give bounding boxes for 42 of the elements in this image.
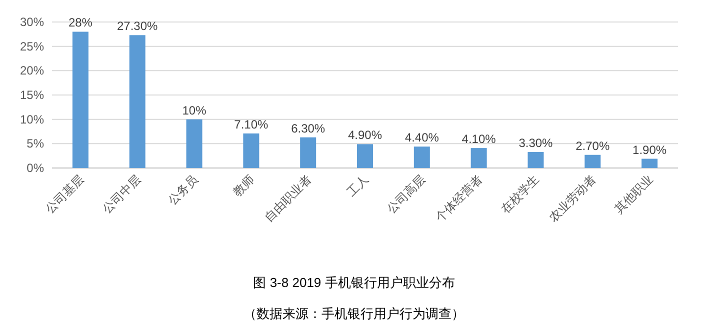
bar (357, 144, 373, 168)
data-label: 4.40% (404, 130, 440, 145)
text: 图 3-8 2019 手机银行用户职业分布 (253, 275, 455, 290)
x-tick-label: 其他职业 (612, 172, 656, 216)
bar (528, 152, 544, 168)
x-tick-label: 公司中层 (100, 172, 144, 216)
x-tick-label: 工人 (344, 172, 372, 200)
bar (186, 119, 202, 168)
data-label: 28% (68, 16, 93, 30)
bar (72, 32, 88, 168)
y-tick-label: 10% (20, 112, 44, 126)
data-label: 4.10% (462, 132, 496, 146)
x-tick-label: 公司基层 (42, 172, 87, 216)
y-tick-label: 5% (26, 136, 44, 151)
text: （数据来源：手机银行用户行为调查） (244, 306, 464, 321)
data-label: 3.30% (518, 136, 554, 150)
bar (129, 35, 146, 168)
y-tick-label: 30% (20, 15, 44, 29)
data-label: 6.30% (291, 121, 326, 136)
bar (470, 148, 487, 168)
data-label: 10% (182, 103, 207, 118)
bar (642, 158, 658, 168)
bar (414, 146, 430, 168)
bar (300, 137, 316, 168)
y-tick-label: 25% (20, 39, 44, 54)
bar (243, 133, 260, 168)
y-tick-label: 0% (26, 161, 44, 175)
x-tick-label: 在校学生 (498, 172, 542, 216)
bar (584, 154, 601, 168)
x-tick-label: 自由职业者 (262, 172, 314, 225)
data-label: 27.30% (117, 19, 158, 34)
x-tick-label: 公司高层 (384, 172, 428, 216)
x-tick-label: 教师 (230, 172, 258, 200)
y-tick-label: 20% (20, 64, 44, 78)
y-tick-label: 15% (20, 88, 44, 102)
data-label: 7.10% (234, 117, 269, 132)
data-label: 4.90% (348, 128, 382, 142)
x-tick-label: 个体经营者 (432, 172, 485, 225)
x-tick-label: 农业劳动者 (546, 172, 599, 225)
data-label: 2.70% (576, 138, 610, 153)
data-label: 1.90% (632, 142, 667, 157)
x-tick-label: 公务员 (165, 172, 200, 208)
